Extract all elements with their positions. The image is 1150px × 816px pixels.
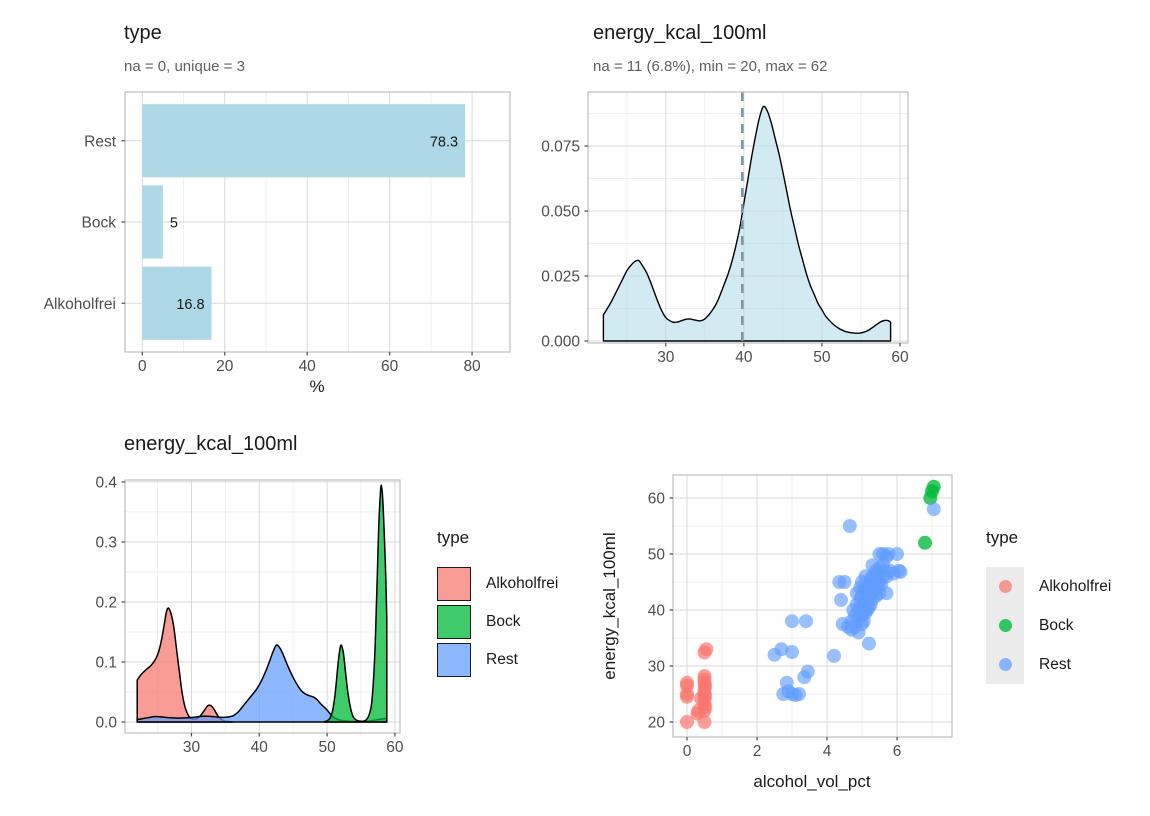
bar-value-labels: 78.3 5 16.8: [170, 134, 458, 313]
svg-text:30: 30: [657, 349, 675, 366]
density-area-bock: [323, 484, 388, 723]
svg-text:40: 40: [299, 358, 317, 375]
svg-text:30: 30: [648, 658, 666, 675]
category-axis: Rest Bock Alkoholfrei: [44, 133, 125, 313]
legend-label: Alkoholfrei: [1039, 577, 1112, 595]
scatter-figure: 0 2 4 6 20 30 40 50 60 energy_kcal_100ml alcohol…: [590, 420, 1150, 816]
grouped-density-figure: 30 40 50 60 0.0 0.1 0.2 0.3 0.4 energy_kcal_100m…: [0, 420, 600, 816]
density-area-alkoholfrei: [136, 607, 233, 723]
bar-rest: [142, 104, 466, 178]
bar-chart-title: type: [124, 22, 162, 44]
legend-swatch-icon: [437, 567, 471, 601]
svg-text:0.1: 0.1: [95, 654, 117, 671]
density-chart-title: energy_kcal_100ml: [593, 22, 767, 44]
svg-text:60: 60: [381, 358, 399, 375]
svg-text:0.075: 0.075: [541, 139, 580, 156]
svg-text:20: 20: [216, 358, 234, 375]
svg-text:60: 60: [891, 349, 909, 366]
density-chart-subtitle: na = 11 (6.8%), min = 20, max = 62: [593, 58, 828, 75]
svg-text:5: 5: [170, 216, 178, 232]
panel-axes: 30 40 50 60 0.0 0.1 0.2 0.3 0.4: [95, 474, 403, 756]
grouped-density-canvas: 30 40 50 60 0.0 0.1 0.2 0.3 0.4: [95, 474, 403, 756]
svg-text:60: 60: [386, 739, 404, 756]
svg-text:0.000: 0.000: [541, 333, 580, 350]
bar-chart-canvas: 78.3 5 16.8 0 20 40 60 80 Rest Bock Alkoholfrei: [44, 91, 511, 375]
legend-key-background: [986, 606, 1024, 645]
legend-item-bock: Bock: [437, 605, 558, 639]
svg-text:30: 30: [183, 739, 201, 756]
svg-text:50: 50: [648, 546, 666, 563]
legend-label: Rest: [1039, 655, 1071, 673]
density-chart-canvas: 30 40 50 60 0.000 0.025 0.050 0.075: [541, 91, 909, 366]
svg-text:0.0: 0.0: [95, 715, 117, 732]
points-alkoholfrei: [680, 642, 714, 729]
legend-title: type: [986, 528, 1019, 547]
legend-swatch-icon: [437, 643, 471, 677]
svg-text:40: 40: [251, 739, 269, 756]
legend-item-bock: Bock: [986, 606, 1111, 645]
svg-text:40: 40: [735, 349, 753, 366]
legend-label: Bock: [1039, 616, 1074, 634]
legend-dot-icon: [998, 619, 1012, 632]
svg-text:Bock: Bock: [82, 215, 117, 232]
legend-swatch-icon: [437, 605, 471, 639]
points-bock: [918, 479, 941, 550]
legend-item-alkoholfrei: Alkoholfrei: [986, 567, 1111, 606]
svg-text:Rest: Rest: [84, 133, 117, 150]
svg-text:80: 80: [463, 358, 481, 375]
grouped-density-title: energy_kcal_100ml: [124, 433, 298, 455]
density-area: [602, 105, 892, 342]
svg-text:60: 60: [648, 490, 666, 507]
svg-text:0: 0: [683, 743, 692, 760]
legend-label: Rest: [486, 651, 518, 668]
grouped-density-legend: type Alkoholfrei Bock Rest: [437, 528, 558, 681]
legend-key-background: [986, 567, 1024, 606]
scatter-legend: type Alkoholfrei Bock Rest: [986, 528, 1111, 684]
svg-text:Alkoholfrei: Alkoholfrei: [44, 296, 116, 313]
density-chart-figure: 30 40 50 60 0.000 0.025 0.050 0.075 energy_kcal…: [530, 0, 1150, 418]
bar-chart-figure: 78.3 5 16.8 0 20 40 60 80 Rest Bock Alkoholfrei ty…: [0, 0, 540, 418]
svg-text:6: 6: [893, 743, 902, 760]
legend-key-background: [986, 645, 1024, 684]
svg-text:0.050: 0.050: [541, 204, 580, 221]
bar-chart-subtitle: na = 0, unique = 3: [124, 58, 245, 75]
bars: [142, 104, 466, 340]
svg-text:20: 20: [648, 714, 666, 731]
bar-bock: [142, 185, 163, 259]
legend-dot-icon: [998, 658, 1012, 671]
svg-text:2: 2: [753, 743, 762, 760]
bar-alkoholfrei: [142, 266, 212, 340]
svg-text:50: 50: [318, 739, 336, 756]
legend-title: type: [437, 528, 470, 547]
scatter-y-axis-title: energy_kcal_100ml: [600, 532, 619, 680]
svg-text:40: 40: [648, 602, 666, 619]
svg-text:50: 50: [813, 349, 831, 366]
svg-text:16.8: 16.8: [176, 297, 204, 313]
legend-label: Bock: [486, 613, 521, 630]
svg-text:0: 0: [138, 358, 147, 375]
legend-item-rest: Rest: [437, 643, 558, 677]
svg-text:78.3: 78.3: [430, 134, 458, 150]
panel-axes: 30 40 50 60 0.000 0.025 0.050 0.075: [541, 91, 909, 366]
scatter-points: [680, 479, 941, 729]
panel-grid: [673, 475, 952, 737]
bar-x-axis-title: %: [309, 377, 325, 396]
legend-dot-icon: [998, 580, 1012, 593]
scatter-x-axis-title: alcohol_vol_pct: [753, 772, 871, 791]
svg-text:0.3: 0.3: [95, 534, 117, 551]
legend-item-rest: Rest: [986, 645, 1111, 684]
legend-label: Alkoholfrei: [486, 575, 559, 592]
panel-axes: 0 2 4 6 20 30 40 50 60: [648, 474, 953, 760]
svg-text:0.4: 0.4: [95, 474, 117, 491]
svg-text:0.2: 0.2: [95, 594, 117, 611]
legend-item-alkoholfrei: Alkoholfrei: [437, 567, 558, 601]
svg-text:0.025: 0.025: [541, 269, 580, 286]
svg-text:4: 4: [823, 743, 832, 760]
points-rest: [767, 502, 941, 703]
scatter-canvas: 0 2 4 6 20 30 40 50 60: [648, 474, 953, 760]
density-areas: [136, 484, 388, 723]
